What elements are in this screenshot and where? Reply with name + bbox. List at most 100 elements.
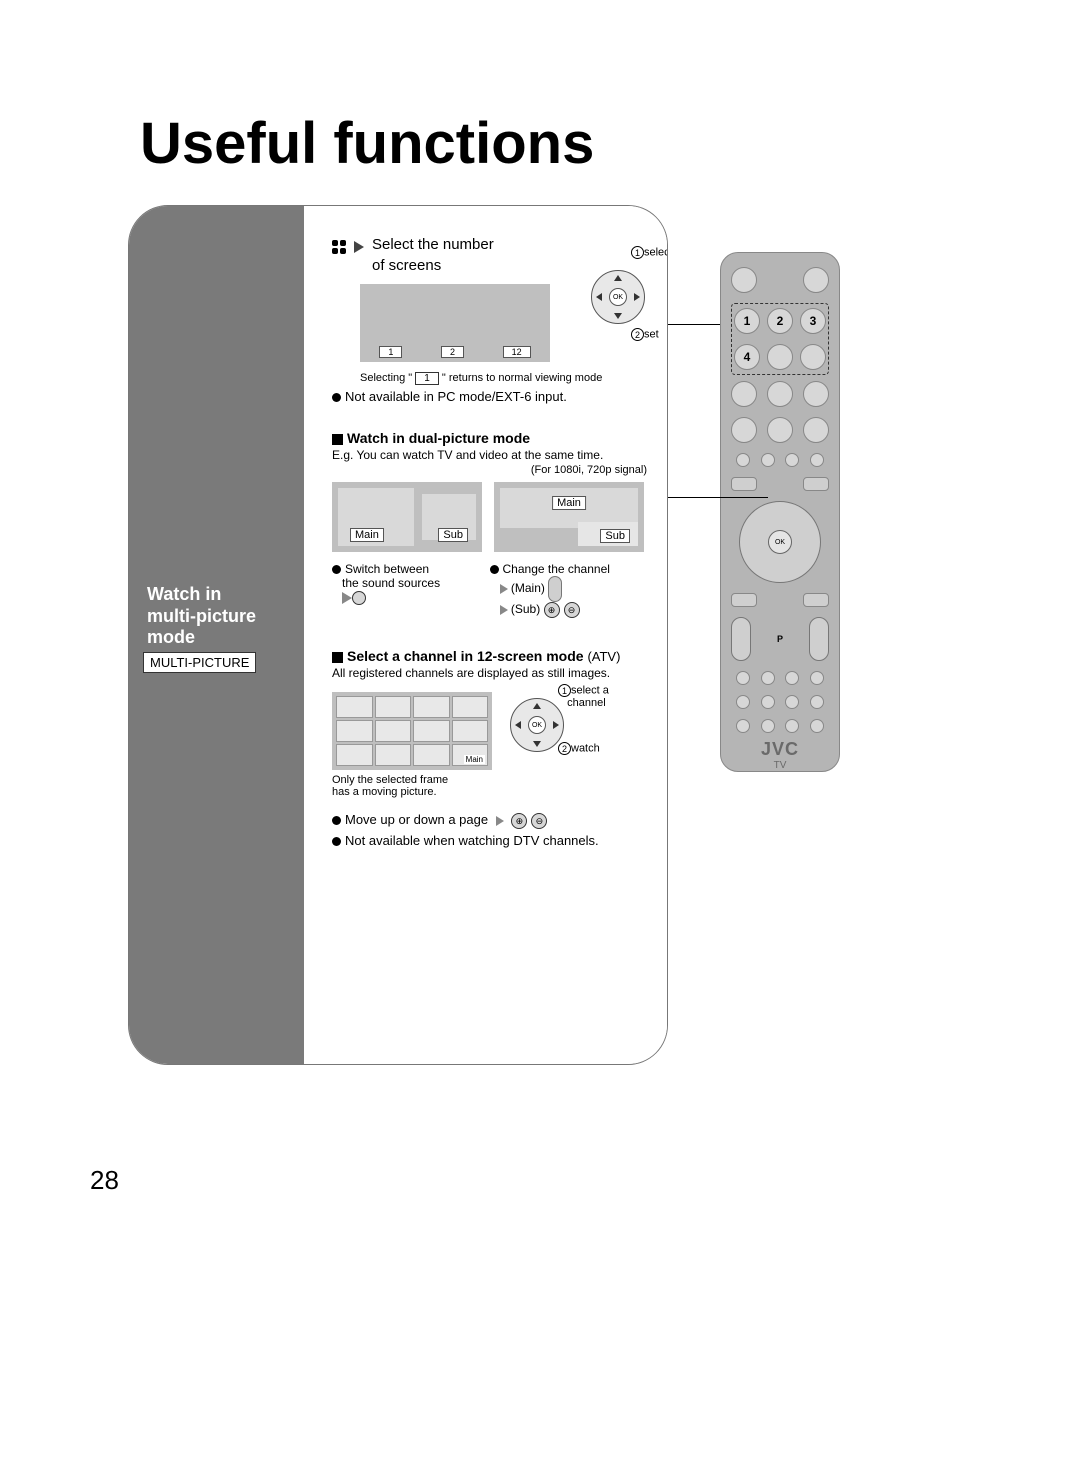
channel-icons: ⊕⊖ bbox=[544, 602, 580, 618]
dual-layouts: Main Sub Main Sub bbox=[332, 482, 647, 552]
remote-btn-sm[interactable] bbox=[810, 671, 824, 685]
section1-note-na: Not available in PC mode/EXT-6 input. bbox=[332, 389, 647, 404]
remote-btn[interactable] bbox=[767, 344, 793, 370]
ok-button-icon-3: OK bbox=[528, 716, 546, 734]
change-channel: Change the channel (Main) (Sub) ⊕⊖ bbox=[490, 562, 648, 618]
s3-step1-l1: select a bbox=[571, 684, 609, 696]
remote-btn-sm[interactable] bbox=[761, 695, 775, 709]
section3-na: Not available when watching DTV channels… bbox=[332, 833, 647, 848]
remote-btn-sm[interactable] bbox=[736, 719, 750, 733]
section3-sub: All registered channels are displayed as… bbox=[332, 666, 647, 680]
remote-btn[interactable] bbox=[731, 267, 757, 293]
nav-pad-section1: OK 1select 2set bbox=[591, 270, 645, 324]
remote-ok-button[interactable]: OK bbox=[768, 530, 792, 554]
section1-note-return: Selecting " 1 " returns to normal viewin… bbox=[360, 372, 647, 385]
remote-back-btn[interactable] bbox=[803, 477, 829, 491]
remote-btn-sm[interactable] bbox=[810, 453, 824, 467]
remote-btn[interactable] bbox=[800, 344, 826, 370]
section2-sub: E.g. You can watch TV and video at the s… bbox=[332, 448, 647, 462]
panel-content: Select the number of screens 1 2 12 OK 1… bbox=[304, 206, 667, 1064]
remote-num-1[interactable]: 1 bbox=[734, 308, 760, 334]
page-icons: ⊕⊖ bbox=[511, 813, 547, 829]
remote-btn-sm[interactable] bbox=[761, 719, 775, 733]
arrow-icon bbox=[354, 241, 364, 253]
section3-heading: Select a channel in 12-screen mode (ATV) bbox=[332, 648, 647, 664]
p-label: P bbox=[777, 634, 783, 644]
grid-12-preview: Main bbox=[332, 692, 492, 770]
section-dual-picture: Watch in dual-picture mode E.g. You can … bbox=[332, 430, 647, 618]
main-paren: (Main) bbox=[511, 581, 545, 595]
remote-btn-sm[interactable] bbox=[736, 671, 750, 685]
main-label-1: Main bbox=[350, 528, 384, 542]
remote-btn-sm[interactable] bbox=[810, 695, 824, 709]
sidebar-heading-l2: multi-picture bbox=[147, 606, 256, 626]
section3-suffix: (ATV) bbox=[587, 649, 620, 664]
remote-top-row bbox=[731, 267, 829, 293]
screen-options: 1 2 12 bbox=[360, 346, 550, 358]
multiscreen-icon bbox=[332, 240, 346, 254]
remote-btn-sm[interactable] bbox=[785, 719, 799, 733]
switch-sound: Switch between the sound sources bbox=[332, 562, 490, 618]
screen-option-1: 1 bbox=[379, 346, 402, 358]
section2-heading: Watch in dual-picture mode bbox=[332, 430, 647, 446]
s3-step2-num: 2 bbox=[558, 742, 571, 755]
content-panel: Watch in multi-picture mode MULTI-PICTUR… bbox=[128, 205, 668, 1065]
change-label: Change the channel bbox=[503, 562, 610, 576]
remote-num-3[interactable]: 3 bbox=[800, 308, 826, 334]
lead-line-1 bbox=[668, 324, 720, 325]
only-selected-l1: Only the selected frame bbox=[332, 774, 492, 786]
move-page: Move up or down a page ⊕⊖ bbox=[332, 812, 647, 829]
section-12screen: Select a channel in 12-screen mode (ATV)… bbox=[332, 648, 647, 848]
switch-l1: Switch between bbox=[345, 562, 429, 576]
remote-btn[interactable] bbox=[731, 417, 757, 443]
remote-btn-sm[interactable] bbox=[736, 453, 750, 467]
step2-num: 2 bbox=[631, 328, 644, 341]
arrow-icon bbox=[496, 816, 504, 826]
remote-control: 1 2 3 4 OK P bbox=[720, 252, 840, 772]
nav-pad-icon-3: OK bbox=[510, 698, 564, 752]
p-rocker-icon bbox=[548, 576, 562, 602]
remote-num-group: 1 2 3 4 bbox=[731, 303, 829, 375]
remote-btn-sm[interactable] bbox=[736, 695, 750, 709]
remote-btn-sm[interactable] bbox=[785, 453, 799, 467]
section1-title-l1: Select the number bbox=[372, 236, 494, 253]
remote-channel-rocker[interactable] bbox=[809, 617, 829, 661]
page-number: 28 bbox=[90, 1165, 119, 1196]
sub-paren: (Sub) bbox=[511, 602, 540, 616]
remote-menu-btn[interactable] bbox=[731, 477, 757, 491]
s3-step1-l2: channel bbox=[567, 697, 606, 709]
remote-btn-sm[interactable] bbox=[810, 719, 824, 733]
only-selected-l2: has a moving picture. bbox=[332, 786, 492, 798]
remote-btn[interactable] bbox=[767, 417, 793, 443]
remote-btn[interactable] bbox=[767, 381, 793, 407]
ok-button-icon: OK bbox=[609, 288, 627, 306]
remote-btn[interactable] bbox=[731, 593, 757, 607]
switch-l2: the sound sources bbox=[342, 576, 440, 590]
remote-btn[interactable] bbox=[731, 381, 757, 407]
remote-btn-sm[interactable] bbox=[785, 695, 799, 709]
remote-btn[interactable] bbox=[803, 417, 829, 443]
remote-btn[interactable] bbox=[803, 381, 829, 407]
remote-btn-sm[interactable] bbox=[785, 671, 799, 685]
remote-num-2[interactable]: 2 bbox=[767, 308, 793, 334]
arrow-icon bbox=[500, 584, 508, 594]
sidebar-heading: Watch in multi-picture mode bbox=[147, 584, 256, 649]
sidebar-heading-l1: Watch in bbox=[147, 584, 221, 604]
main-label-2: Main bbox=[552, 496, 586, 510]
remote-btn[interactable] bbox=[803, 267, 829, 293]
arrow-icon bbox=[500, 605, 508, 615]
remote-num-4[interactable]: 4 bbox=[734, 344, 760, 370]
step2-label: set bbox=[644, 328, 659, 340]
remote-btn-sm[interactable] bbox=[761, 671, 775, 685]
remote-btn[interactable] bbox=[803, 593, 829, 607]
lead-line-2 bbox=[668, 497, 768, 498]
remote-btn-sm[interactable] bbox=[761, 453, 775, 467]
sound-button-icon bbox=[352, 591, 366, 605]
remote-volume-rocker[interactable] bbox=[731, 617, 751, 661]
section1-title-l2: of screens bbox=[372, 257, 494, 274]
remote-nav-pad[interactable]: OK bbox=[739, 501, 821, 583]
dual-layout-side: Main Sub bbox=[332, 482, 482, 552]
screen-option-2: 2 bbox=[441, 346, 464, 358]
sub-label-2: Sub bbox=[600, 529, 630, 543]
arrow-icon bbox=[342, 592, 352, 604]
